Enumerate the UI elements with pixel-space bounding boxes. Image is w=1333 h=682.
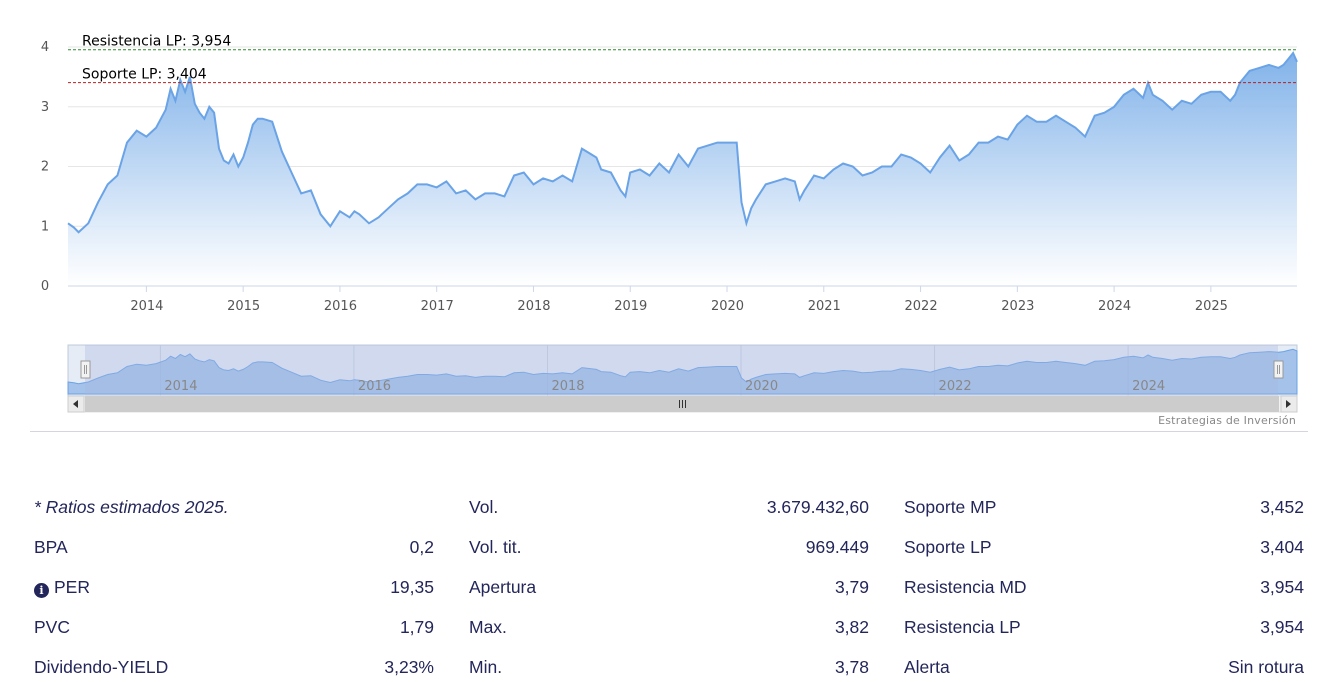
resistance-label: Resistencia LP: 3,954 — [82, 34, 231, 50]
stat-label: Max. — [469, 616, 507, 637]
x-tick-label: 2014 — [130, 299, 163, 314]
x-tick-label: 2020 — [711, 299, 744, 314]
stat-label: Apertura — [469, 576, 537, 597]
navigator-handle-right[interactable] — [1273, 360, 1284, 379]
stat-value: 3,954 — [1260, 616, 1304, 637]
stats-row: Dividendo-YIELD 3,23% — [34, 647, 434, 682]
stats-row: Vol. tit. 969.449 — [469, 527, 869, 567]
stat-label: Vol. — [469, 496, 499, 517]
stat-value: Sin rotura — [1228, 656, 1304, 677]
stat-label: PVC — [34, 616, 70, 637]
y-axis: 0 1 2 3 4 — [41, 40, 49, 294]
scrollbar[interactable] — [67, 395, 1298, 413]
stat-value: 3,404 — [1260, 536, 1304, 557]
navigator[interactable]: 2014 2016 2018 2020 2022 2024 — [67, 344, 1298, 397]
stat-label: PER — [54, 576, 90, 597]
support-resistance-lines: Resistencia LP: 3,954 Soporte LP: 3,404 — [68, 34, 1297, 84]
x-tick-label: 2025 — [1195, 299, 1228, 314]
navigator-tick-label: 2018 — [551, 379, 584, 394]
stats-row: * Ratios estimados 2025. — [34, 487, 434, 527]
x-tick-label: 2016 — [324, 299, 357, 314]
ratios-note: * Ratios estimados 2025. — [34, 496, 229, 517]
stats-row: Soporte LP 3,404 — [904, 527, 1304, 567]
stat-label: Alerta — [904, 656, 950, 677]
stat-value: 3,954 — [1260, 576, 1304, 597]
stat-value: 3,79 — [834, 576, 869, 597]
stat-value: 0,2 — [409, 536, 434, 557]
stats-column-volume: Vol. 3.679.432,60 Vol. tit. 969.449 Aper… — [469, 487, 869, 682]
arrow-left-icon — [73, 400, 78, 408]
x-tick-label: 2024 — [1098, 299, 1131, 314]
stats-column-levels: Soporte MP 3,452 Soporte LP 3,404 Resist… — [904, 487, 1304, 682]
stock-chart: 0 1 2 3 4 Resistencia LP: 3,954 Soporte LP: 3… — [41, 34, 1298, 413]
navigator-tick-label: 2022 — [939, 379, 972, 394]
x-tick-label: 2015 — [227, 299, 260, 314]
info-icon[interactable]: i — [34, 582, 49, 598]
stat-value: 1,79 — [399, 616, 434, 637]
stat-label: Resistencia MD — [904, 576, 1027, 597]
stats-row: Max. 3,82 — [469, 607, 869, 647]
support-label: Soporte LP: 3,404 — [82, 67, 207, 83]
y-tick-label: 0 — [41, 279, 49, 294]
price-area — [68, 53, 1297, 286]
stats-row: Soporte MP 3,452 — [904, 487, 1304, 527]
price-line — [67, 51, 1298, 234]
stat-value: 3,23% — [384, 656, 434, 677]
x-tick-label: 2017 — [421, 299, 454, 314]
stat-value: 3.679.432,60 — [766, 496, 869, 517]
stat-label: Dividendo-YIELD — [34, 656, 169, 677]
stat-label: BPA — [34, 536, 68, 557]
x-axis: 2014 2015 2016 2017 2018 2019 2020 2021 2022 2023… — [130, 286, 1228, 314]
stats-row: Alerta Sin rotura — [904, 647, 1304, 682]
x-tick-label: 2022 — [905, 299, 938, 314]
stat-value: 3,452 — [1260, 496, 1304, 517]
stats-row: Min. 3,78 — [469, 647, 869, 682]
chart-credit[interactable]: Estrategias de Inversión — [1158, 414, 1296, 427]
x-tick-label: 2023 — [1001, 299, 1034, 314]
stats-row: PVC 1,79 — [34, 607, 434, 647]
stat-label-per: i PER — [34, 577, 90, 598]
stats-row: Resistencia LP 3,954 — [904, 607, 1304, 647]
stat-value: 969.449 — [805, 536, 869, 557]
y-tick-label: 4 — [41, 40, 49, 55]
navigator-tick-label: 2014 — [164, 379, 197, 394]
stats-column-ratios: * Ratios estimados 2025. BPA 0,2 i PER 19… — [34, 487, 434, 682]
x-tick-label: 2019 — [614, 299, 647, 314]
navigator-selection[interactable] — [85, 345, 1278, 396]
y-tick-label: 2 — [41, 160, 49, 175]
arrow-right-icon — [1286, 400, 1291, 408]
stats-row: BPA 0,2 — [34, 527, 434, 567]
y-tick-label: 3 — [41, 100, 49, 115]
stat-value: 3,82 — [834, 616, 869, 637]
stat-label: Soporte MP — [904, 496, 997, 517]
y-tick-label: 1 — [41, 219, 49, 234]
stats-row: Resistencia MD 3,954 — [904, 567, 1304, 607]
stats-row: i PER 19,35 — [34, 567, 434, 607]
stat-value: 3,78 — [834, 656, 869, 677]
navigator-tick-label: 2020 — [745, 379, 778, 394]
stat-label: Resistencia LP — [904, 616, 1021, 637]
navigator-labels: 2014 2016 2018 2020 2022 2024 — [164, 379, 1165, 394]
navigator-tick-label: 2016 — [358, 379, 391, 394]
divider — [30, 431, 1308, 432]
navigator-area — [67, 348, 1298, 395]
x-tick-label: 2021 — [808, 299, 841, 314]
scrollbar-grip-icon — [679, 400, 686, 408]
navigator-handle-left[interactable] — [80, 360, 91, 379]
stat-label: Soporte LP — [904, 536, 992, 557]
stat-value: 19,35 — [390, 576, 434, 597]
x-tick-label: 2018 — [517, 299, 550, 314]
stat-label: Vol. tit. — [469, 536, 522, 557]
scroll-right-button[interactable] — [1280, 395, 1298, 413]
stats-row: Apertura 3,79 — [469, 567, 869, 607]
stats-row: Vol. 3.679.432,60 — [469, 487, 869, 527]
navigator-tick-label: 2024 — [1132, 379, 1165, 394]
stat-label: Min. — [469, 656, 503, 677]
scroll-left-button[interactable] — [67, 395, 85, 413]
